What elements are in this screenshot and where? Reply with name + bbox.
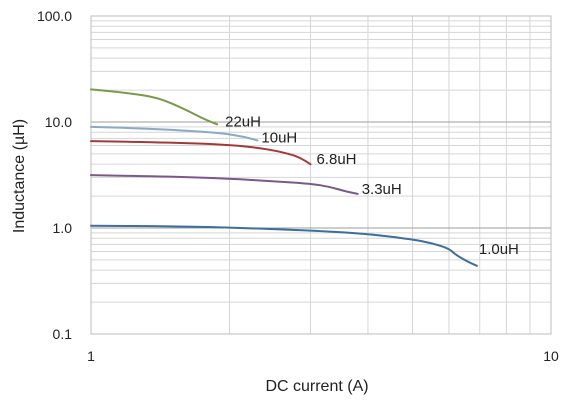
y-tick-labels: 0.1 1.0 10.0 100.0 <box>37 8 72 342</box>
y-tick-label: 1.0 <box>53 220 73 236</box>
series-line-1-0uh <box>90 224 478 267</box>
series-label-10uh: 10uH <box>261 129 297 146</box>
series-line-22uh <box>90 88 219 126</box>
y-axis-label: Inductance (µH) <box>11 119 28 233</box>
y-tick-label: 100.0 <box>37 8 72 24</box>
series-label-6-8uh: 6.8uH <box>316 151 356 168</box>
grid-minor-lines <box>91 16 551 334</box>
y-tick-label: 10.0 <box>45 114 72 130</box>
series-label-3-3uh: 3.3uH <box>362 181 402 198</box>
x-tick-labels: 1 10 <box>87 348 559 364</box>
series-label-1-0uh: 1.0uH <box>479 241 519 258</box>
series-line-10uh <box>90 125 259 142</box>
series-line-3-3uh <box>90 174 359 195</box>
y-tick-label: 0.1 <box>53 326 73 342</box>
x-tick-label: 1 <box>87 348 95 364</box>
series-line-6-8uh <box>90 140 312 166</box>
series-label-22uh: 22uH <box>225 113 261 130</box>
x-axis-label: DC current (A) <box>265 378 368 395</box>
x-tick-label: 10 <box>543 348 559 364</box>
grid-major-lines <box>90 15 552 335</box>
series-lines <box>90 88 478 267</box>
plot-frame <box>90 15 552 335</box>
